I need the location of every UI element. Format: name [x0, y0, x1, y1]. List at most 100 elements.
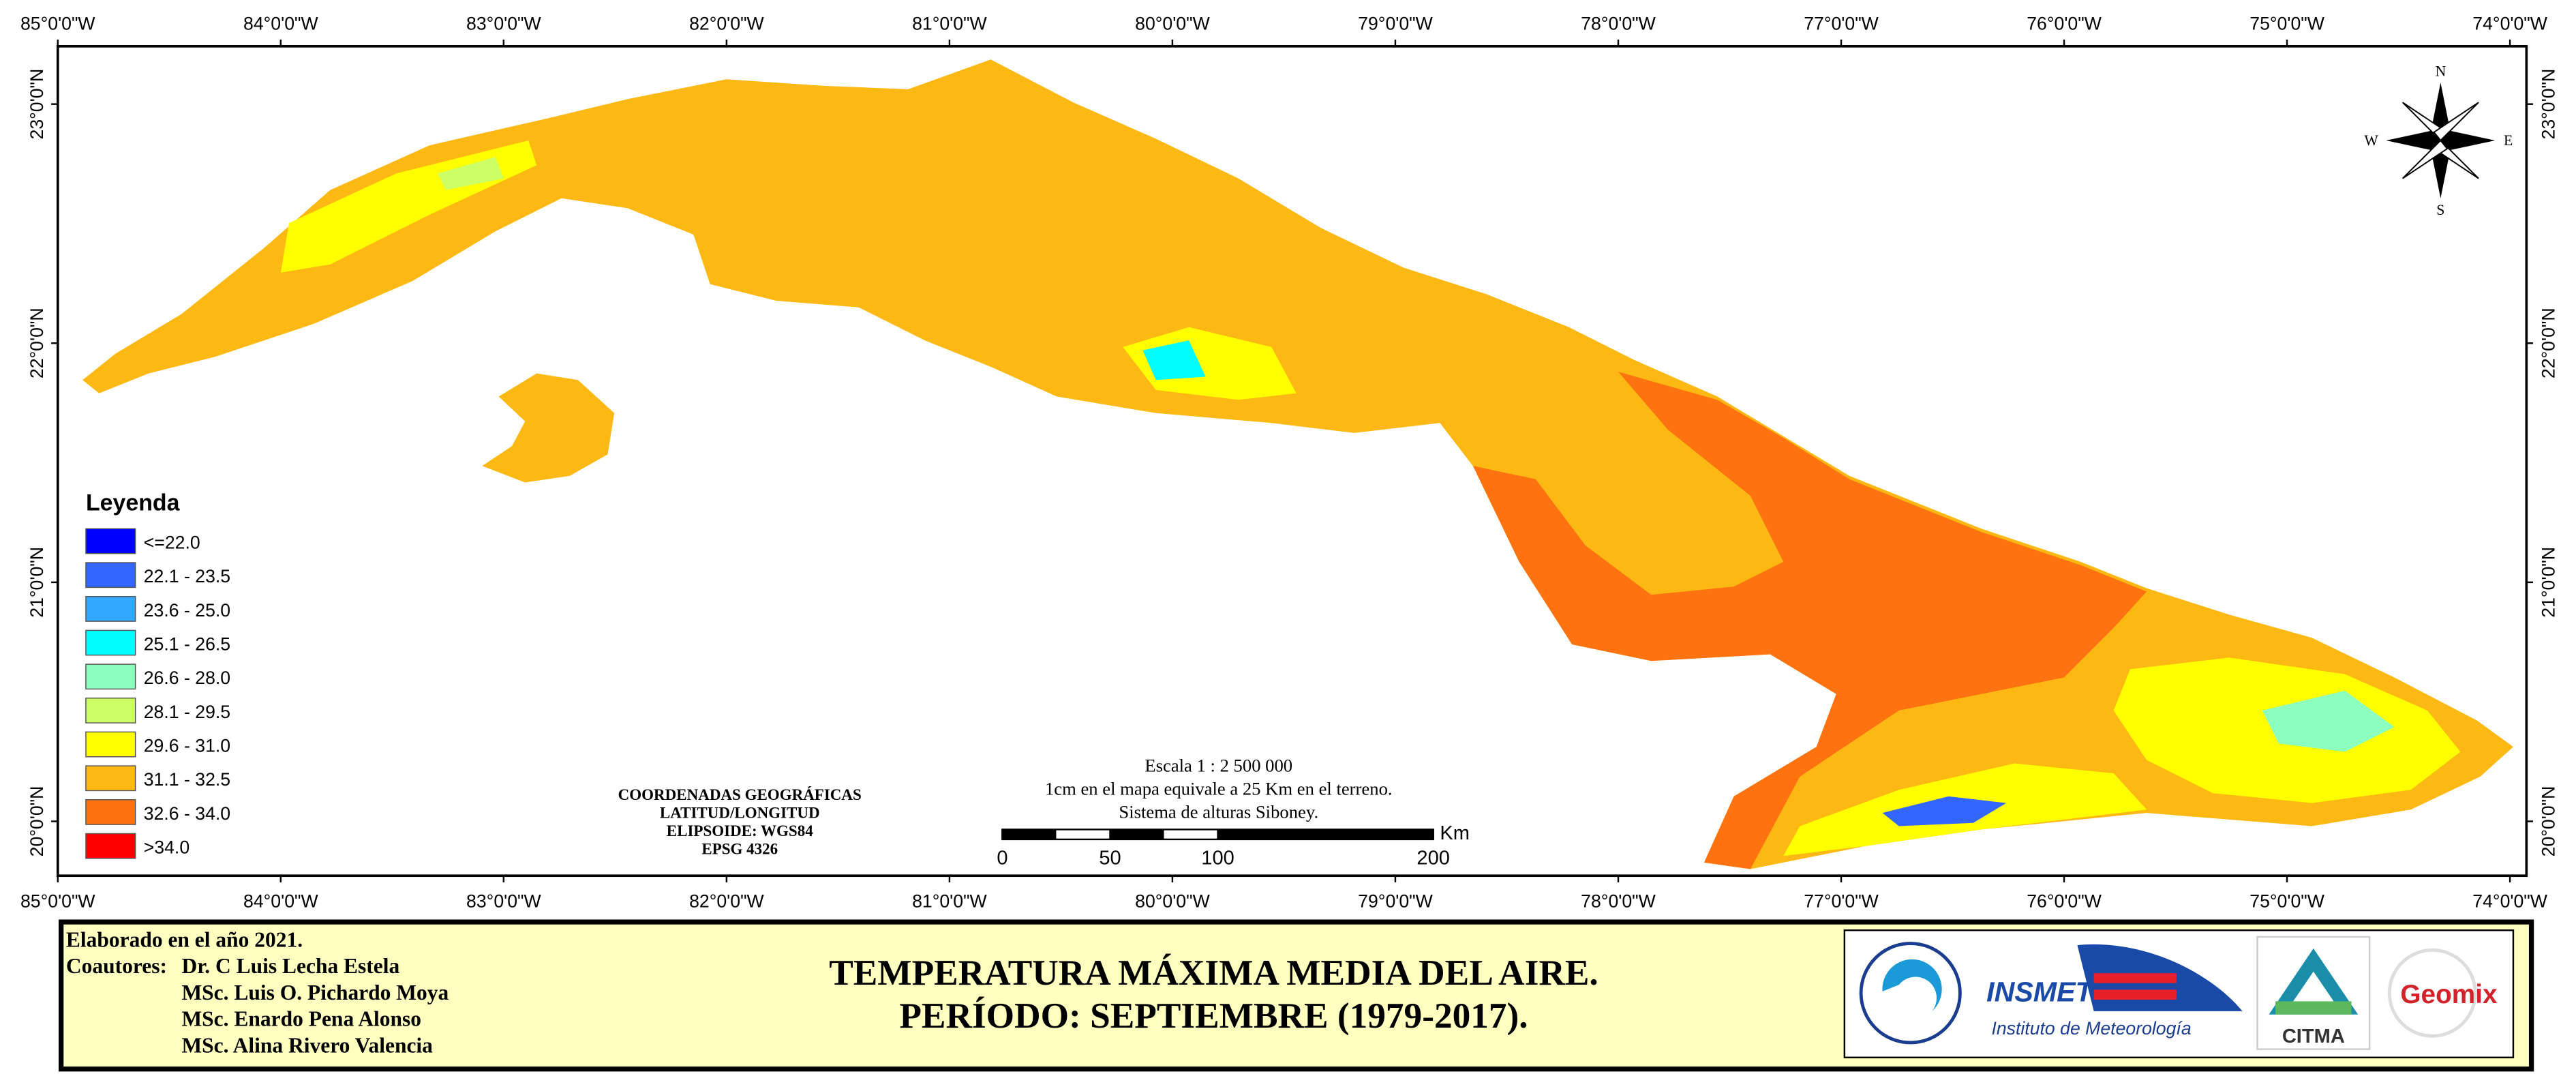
coauthor: MSc. Luis O. Pichardo Moya — [181, 981, 449, 1004]
graticule: 85°0'0"W 85°0'0"W 84°0'0"W 84°0'0"W 83°0'0"W… — [20, 14, 2559, 912]
legend-swatch — [85, 765, 136, 792]
nipe-cool — [2262, 690, 2395, 752]
logo-insmet-stripe — [2093, 973, 2177, 983]
lon-label: 80°0'0"W — [1135, 891, 1210, 911]
lat-label: 21°0'0"N — [27, 547, 47, 618]
legend-swatch — [85, 596, 136, 622]
coauthor: MSc. Alina Rivero Valencia — [181, 1033, 433, 1057]
lon-label: 83°0'0"W — [466, 891, 541, 911]
lat-label: 22°0'0"N — [27, 308, 47, 378]
lon-label: 82°0'0"W — [689, 14, 764, 34]
lon-label: 78°0'0"W — [1581, 891, 1656, 911]
logo-geomix-ring — [2387, 948, 2477, 1038]
legend-swatch — [85, 698, 136, 724]
coord-line: LATITUD/LONGITUD — [660, 803, 820, 821]
lon-label: 77°0'0"W — [1804, 14, 1879, 34]
lon-label: 75°0'0"W — [2249, 14, 2324, 34]
scale-tick-label: 0 — [997, 847, 1007, 869]
scale-bar-segment — [1217, 829, 1434, 839]
logo-citma-shape — [2288, 971, 2339, 1009]
legend-label: 25.1 - 26.5 — [144, 633, 230, 654]
legend-label: 28.1 - 29.5 — [144, 702, 230, 722]
legend-swatch — [85, 833, 136, 859]
footer: Elaborado en el año 2021. Coautores: Dr.… — [58, 919, 2534, 1072]
compass-label: E — [2504, 132, 2513, 149]
logo-municipal-swirl — [1882, 959, 1942, 1011]
lon-label: 85°0'0"W — [20, 891, 95, 911]
legend-swatch — [85, 731, 136, 758]
lon-label: 82°0'0"W — [689, 891, 764, 911]
footer-year: Elaborado en el año 2021. — [66, 927, 303, 951]
isla-juventud — [482, 373, 615, 483]
legend-swatch — [85, 663, 136, 690]
coord-line: COORDENADAS GEOGRÁFICAS — [618, 786, 862, 803]
legend-label: 31.1 - 32.5 — [144, 769, 230, 790]
lon-label: 74°0'0"W — [2472, 14, 2547, 34]
compass-star — [2433, 102, 2479, 142]
lat-label: 20°0'0"N — [2539, 786, 2559, 857]
compass-star — [2440, 130, 2496, 151]
scale-unit: Km — [1440, 822, 1470, 844]
lon-label: 75°0'0"W — [2249, 891, 2324, 911]
lon-label: 74°0'0"W — [2472, 891, 2547, 911]
legend-label: 22.1 - 23.5 — [144, 566, 230, 586]
compass-star — [2401, 139, 2449, 179]
scale-tick-label: 100 — [1201, 847, 1234, 869]
scale-text: Escala 1 : 2 500 000 — [1145, 756, 1292, 776]
legend-label: >34.0 — [144, 837, 190, 858]
compass: N S E W — [2364, 63, 2513, 218]
legend-label: 23.6 - 25.0 — [144, 600, 230, 621]
legend: <=22.0 22.1 - 23.5 23.6 - 25.0 25.1 - 26.5 2… — [85, 528, 230, 859]
legend-swatch — [85, 799, 136, 825]
scale-bar-segment — [1110, 829, 1164, 839]
coord-line: EPSG 4326 — [701, 840, 778, 858]
lat-label: 22°0'0"N — [2539, 308, 2559, 378]
logo-citma: CITMA — [2282, 1026, 2345, 1047]
coordinates-note: COORDENADAS GEOGRÁFICAS LATITUD/LONGITUD… — [618, 786, 862, 858]
lat-label: 23°0'0"N — [27, 69, 47, 140]
lon-label: 79°0'0"W — [1358, 14, 1433, 34]
legend-label: <=22.0 — [144, 532, 200, 552]
scale: Escala 1 : 2 500 000 1cm en el mapa equi… — [997, 756, 1470, 869]
lon-label: 77°0'0"W — [1804, 891, 1879, 911]
east-warm-zone — [1472, 372, 2147, 869]
legend-swatch — [85, 562, 136, 588]
logo-insmet-name: Instituto de Meteorología — [1991, 1018, 2191, 1039]
legend-title: Leyenda — [86, 490, 181, 516]
lon-label: 76°0'0"W — [2027, 891, 2102, 911]
rosario-cool — [437, 157, 504, 190]
compass-label: N — [2435, 63, 2446, 79]
compass-label: W — [2364, 132, 2378, 149]
lat-label: 23°0'0"N — [2539, 69, 2559, 140]
escambray-cool — [1142, 340, 1206, 381]
lon-label: 79°0'0"W — [1358, 891, 1433, 911]
map-title: TEMPERATURA MÁXIMA MEDIA DEL AIRE. — [829, 953, 1598, 993]
cuba — [82, 59, 2513, 869]
logo-citma-base — [2275, 1001, 2352, 1015]
lat-label: 21°0'0"N — [2539, 547, 2559, 618]
coord-line: ELIPSOIDE: WGS84 — [667, 822, 813, 839]
lon-label: 76°0'0"W — [2027, 14, 2102, 34]
scale-bar-segment — [1002, 829, 1057, 839]
legend-label: 32.6 - 34.0 — [144, 803, 230, 824]
logo-insmet-stripe — [2093, 989, 2177, 1000]
sierra-maestra-cool — [1882, 796, 2007, 826]
legend-swatch — [85, 629, 136, 656]
logo-insmet: INSMET — [1986, 976, 2095, 1007]
map-title: PERÍODO: SEPTIEMBRE (1979-2017). — [899, 996, 1528, 1036]
scale-tick-label: 50 — [1099, 847, 1121, 869]
legend-swatch — [85, 528, 136, 554]
lon-label: 83°0'0"W — [466, 14, 541, 34]
lon-label: 84°0'0"W — [243, 14, 318, 34]
logo-municipal — [1859, 942, 1962, 1045]
scale-text: 1cm en el mapa equivale a 25 Km en el te… — [1045, 778, 1393, 799]
lon-label: 81°0'0"W — [912, 891, 987, 911]
lon-label: 84°0'0"W — [243, 891, 318, 911]
scale-tick-label: 200 — [1416, 847, 1449, 869]
lon-label: 80°0'0"W — [1135, 14, 1210, 34]
coauthor: Dr. C Luis Lecha Estela — [181, 954, 399, 978]
lon-label: 85°0'0"W — [20, 14, 95, 34]
logo-geomix: Geomix — [2400, 980, 2498, 1009]
scale-text: Sistema de alturas Siboney. — [1119, 801, 1318, 822]
coauthors-label: Coautores: — [66, 954, 167, 978]
